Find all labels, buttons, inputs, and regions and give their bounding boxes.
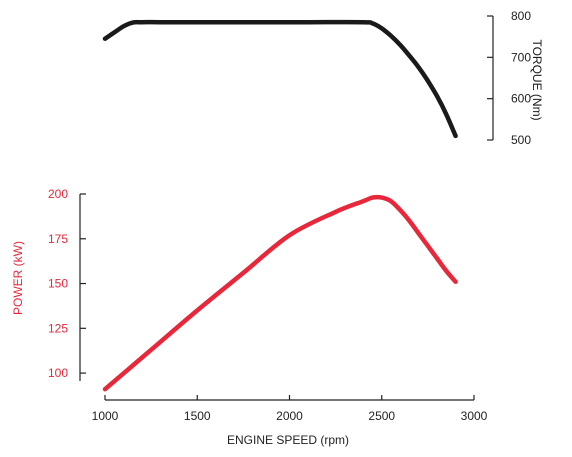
speed-tick-label: 2500 xyxy=(368,409,395,423)
torque-tick-label: 800 xyxy=(511,9,531,23)
torque-axis-label: TORQUE (Nm) xyxy=(530,39,544,120)
power-tick-label: 200 xyxy=(48,187,68,201)
torque-axis: 500 600 700 800 xyxy=(487,9,531,147)
speed-tick-label: 3000 xyxy=(461,409,488,423)
torque-series-line xyxy=(102,19,458,139)
torque-tick-label: 500 xyxy=(511,133,531,147)
engine-speed-x-axis: 1000 1500 2000 2500 3000 xyxy=(92,395,488,423)
speed-tick-label: 1000 xyxy=(92,409,119,423)
power-series-line xyxy=(102,194,458,392)
power-tick-label: 125 xyxy=(48,321,68,335)
torque-tick-label: 600 xyxy=(511,92,531,106)
power-axis-label: POWER (kW) xyxy=(11,241,25,315)
torque-tick-label: 700 xyxy=(511,50,531,64)
speed-tick-label: 1500 xyxy=(184,409,211,423)
speed-tick-label: 2000 xyxy=(276,409,303,423)
power-tick-label: 150 xyxy=(48,277,68,291)
torque-panel: 500 600 700 800 TORQUE (Nm) xyxy=(102,9,544,147)
power-tick-label: 100 xyxy=(48,366,68,380)
engine-speed-axis-label: ENGINE SPEED (rpm) xyxy=(227,433,349,447)
power-tick-label: 175 xyxy=(48,232,68,246)
power-y-axis: 100 125 150 175 200 xyxy=(48,187,86,381)
power-panel: 100 125 150 175 200 1000 1500 2000 2500 3000 POW… xyxy=(11,187,488,447)
